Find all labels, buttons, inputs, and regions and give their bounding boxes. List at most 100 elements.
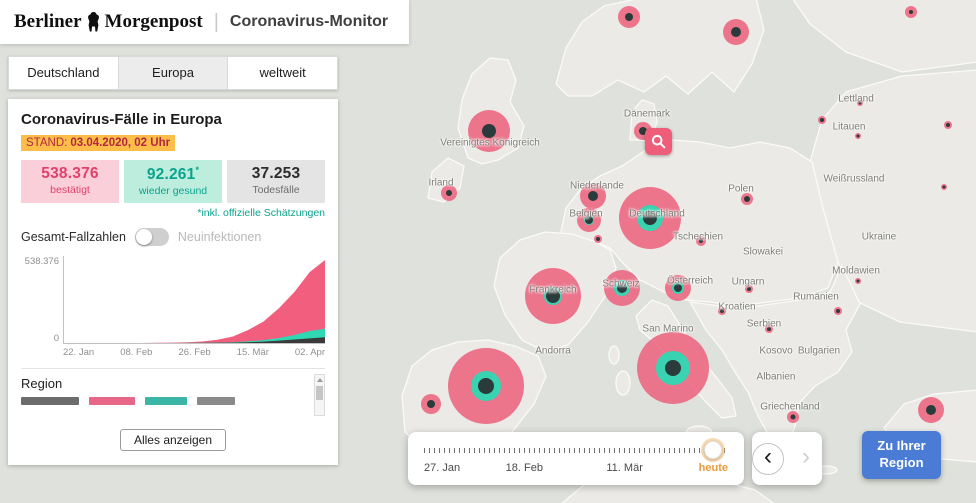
x-axis-labels: 22. Jan 08. Feb 26. Feb 15. Mär 02. Apr (63, 347, 325, 358)
case-marker[interactable] (855, 133, 861, 139)
x-tick: 22. Jan (63, 347, 95, 359)
scroll-up-icon (316, 378, 323, 383)
tab-deutschland[interactable]: Deutschland (8, 56, 119, 90)
your-region-button[interactable]: Zu Ihrer Region (862, 431, 941, 479)
timeline-tick: 18. Feb (505, 462, 543, 474)
region-name-placeholder (21, 397, 79, 406)
region-recovered-placeholder (145, 397, 187, 406)
stat-deaths: 37.253 Todesfälle (227, 160, 325, 204)
stand-label: STAND: (26, 137, 68, 149)
case-marker[interactable] (745, 285, 753, 293)
recovered-asterisk: * (195, 165, 200, 175)
case-marker[interactable] (944, 121, 952, 129)
case-marker[interactable] (665, 275, 691, 301)
page-title: Coronavirus-Monitor (229, 13, 389, 30)
deaths-label: Todesfälle (252, 184, 300, 196)
landmass-central (559, 139, 839, 307)
show-all-button[interactable]: Alles anzeigen (119, 429, 227, 452)
case-marker[interactable] (857, 100, 863, 106)
scrollbar-thumb[interactable] (316, 386, 323, 401)
mode-toggle-switch[interactable] (134, 228, 169, 247)
data-stand-badge: STAND: 03.04.2020, 02 Uhr (21, 135, 176, 151)
case-marker[interactable] (718, 307, 726, 315)
timeline-tick: 27. Jan (424, 462, 461, 474)
slider-track[interactable] (424, 448, 728, 453)
x-tick: 15. Mär (236, 347, 269, 359)
case-marker[interactable] (468, 110, 510, 152)
case-marker[interactable] (765, 325, 773, 333)
confirmed-value: 538.376 (41, 165, 99, 182)
landmass-northeast (792, 0, 976, 73)
area-chart (64, 260, 325, 344)
x-tick: 08. Feb (120, 347, 153, 359)
case-marker[interactable] (696, 236, 706, 246)
map-search-button[interactable] (645, 128, 672, 155)
brand-left: Berliner (14, 11, 82, 32)
scroll-up-button[interactable] (315, 375, 324, 385)
case-marker[interactable] (741, 193, 753, 205)
stat-recovered: 92.261* wieder gesund (124, 160, 222, 204)
stat-boxes: 538.376 bestätigt 92.261* wieder gesund … (21, 160, 325, 204)
case-marker[interactable] (448, 348, 524, 424)
case-marker[interactable] (941, 184, 947, 190)
stand-value: 03.04.2020, 02 Uhr (70, 137, 171, 149)
case-marker[interactable] (604, 270, 640, 306)
brand-right: Morgenpost (104, 11, 203, 32)
timeline-card: 27. Jan 18. Feb 11. Mär heute (408, 432, 744, 485)
region-list-section: Region (21, 368, 325, 417)
panel-title: Coronavirus-Fälle in Europa (21, 111, 222, 128)
chart-plot-area (63, 256, 325, 345)
estimates-footnote: *inkl. offizielle Schätzungen (197, 207, 325, 220)
y-max-label: 538.376 (24, 256, 59, 268)
mode-toggle-row: Gesamt-Fallzahlen Neuinfektionen (21, 228, 325, 247)
x-tick: 26. Feb (178, 347, 211, 359)
tab-europa[interactable]: Europa (118, 56, 229, 90)
brand-logo[interactable]: Berliner Morgenpost (14, 11, 203, 33)
case-marker[interactable] (818, 116, 826, 124)
case-marker[interactable] (855, 278, 861, 284)
region-header: Region (21, 376, 63, 392)
timeline-labels: 27. Jan 18. Feb 11. Mär heute (424, 462, 728, 478)
case-marker[interactable] (577, 208, 601, 232)
timeline-slider[interactable] (424, 441, 728, 459)
case-marker[interactable] (787, 411, 799, 423)
region-scrollbar[interactable] (314, 374, 325, 417)
app-header: Berliner Morgenpost | Coronavirus-Monito… (0, 0, 409, 44)
trend-chart: 538.376 0 (21, 256, 325, 345)
x-tick: 02. Apr (294, 347, 325, 359)
case-marker[interactable] (637, 332, 709, 404)
toggle-knob (135, 229, 152, 246)
case-marker[interactable] (441, 185, 457, 201)
region-deaths-placeholder (197, 397, 235, 406)
case-marker[interactable] (525, 268, 581, 324)
case-marker[interactable] (618, 6, 640, 28)
search-icon (651, 134, 666, 149)
bear-logo-icon (87, 12, 100, 32)
tab-weltweit[interactable]: weltweit (228, 56, 339, 90)
sidebar: Deutschland Europa weltweit Coronavirus-… (8, 56, 339, 466)
y-min-label: 0 (53, 333, 59, 345)
case-marker[interactable] (421, 394, 441, 414)
region-row-clipped[interactable] (21, 397, 325, 406)
case-marker[interactable] (594, 235, 602, 243)
landmass-corsica (608, 345, 620, 365)
stat-confirmed: 538.376 bestätigt (21, 160, 119, 204)
today-label: heute (698, 462, 728, 474)
recovered-value: 92.261 (146, 166, 196, 184)
landmass-sardinia (615, 370, 631, 396)
case-marker[interactable] (918, 397, 944, 423)
timeline-tick: 11. Mär (606, 462, 643, 474)
case-marker[interactable] (580, 183, 606, 209)
landmass-scandinavia (555, 0, 765, 97)
case-marker[interactable] (723, 19, 749, 45)
next-day-button[interactable]: › (790, 442, 822, 475)
case-marker-layer (421, 6, 952, 424)
region-confirmed-placeholder (89, 397, 135, 406)
previous-day-button[interactable]: ‹ (752, 442, 784, 475)
case-marker[interactable] (834, 307, 842, 315)
case-marker[interactable] (619, 187, 681, 249)
header-divider: | (213, 10, 219, 33)
slider-handle[interactable] (704, 441, 722, 459)
case-marker[interactable] (905, 6, 917, 18)
deaths-value: 37.253 (251, 165, 301, 182)
